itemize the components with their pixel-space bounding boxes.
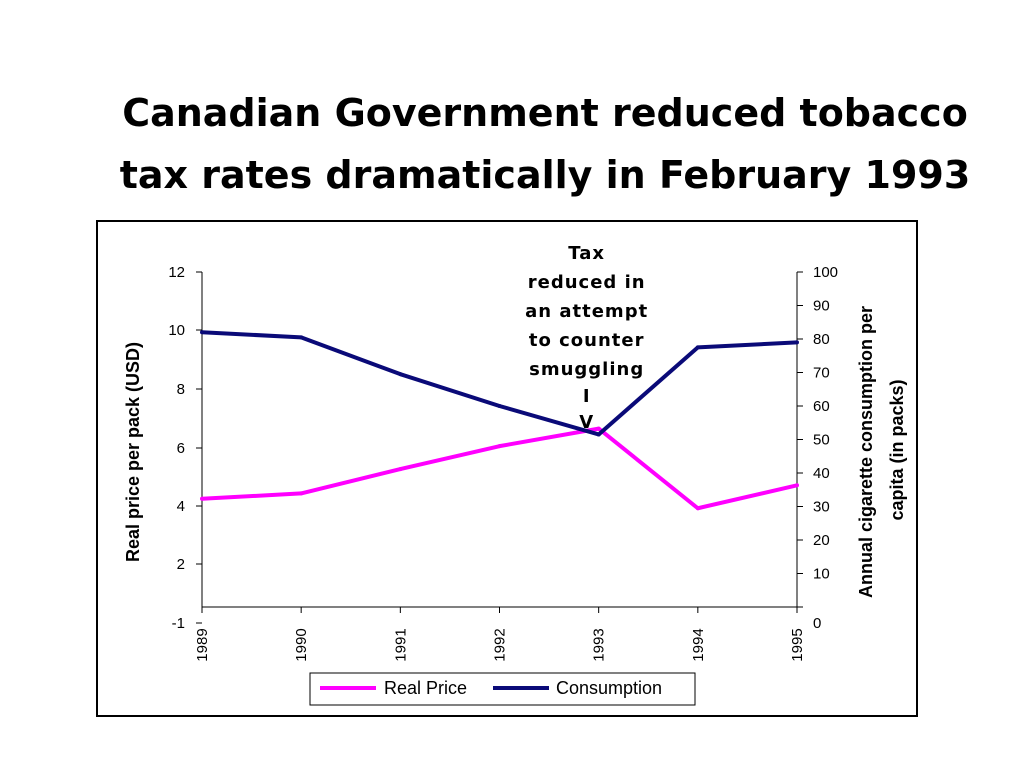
annotation-line: V xyxy=(579,412,594,433)
y-left-tick-label: 12 xyxy=(168,264,185,281)
data-point-consumption xyxy=(497,404,502,408)
annotation-line: Tax xyxy=(568,243,605,264)
x-tick-label: 1991 xyxy=(392,628,409,661)
slide-title-line-2: tax rates dramatically in February 1993 xyxy=(119,153,971,197)
data-point-consumption xyxy=(299,335,304,340)
y-right-tick-label: 30 xyxy=(813,499,830,516)
x-tick-label: 1994 xyxy=(690,628,707,661)
y-right-tick-label: 100 xyxy=(813,264,838,281)
data-point-real-price xyxy=(299,491,304,496)
y-left-tick-label: 2 xyxy=(177,556,185,573)
x-tick-label: 1990 xyxy=(293,628,310,661)
y-right-tick-label: 60 xyxy=(813,398,830,415)
x-tick-label: 1995 xyxy=(789,628,806,661)
data-point-real-price xyxy=(795,483,799,488)
y-left-tick-label: 6 xyxy=(177,440,185,457)
data-point-consumption xyxy=(200,330,204,335)
y-right-tick-label: 80 xyxy=(813,331,830,348)
annotation-line: smuggling xyxy=(529,359,644,380)
y-right-axis-title-line-1: Annual cigarette consumption per xyxy=(856,306,876,598)
data-point-real-price xyxy=(596,426,601,431)
data-point-real-price xyxy=(200,496,204,501)
chart-axes: -1 2 4 6 8 10 12 Real price per pack (USD) 0 10 20… xyxy=(123,264,907,662)
chart-series xyxy=(200,330,799,511)
data-point-consumption xyxy=(596,432,601,437)
x-tick-label: 1992 xyxy=(492,628,509,661)
annotation-line: I xyxy=(583,386,591,407)
y-left-tick-label: -1 xyxy=(172,615,185,632)
y-right-axis-title-line-2: capita (in packs) xyxy=(887,379,907,520)
tax-annotation: Tax reduced in an attempt to counter smuggli… xyxy=(525,243,648,433)
y-left-axis-title: Real price per pack (USD) xyxy=(123,342,143,562)
data-point-real-price xyxy=(695,506,700,511)
annotation-line: reduced in xyxy=(528,272,646,293)
y-left-tick-label: 10 xyxy=(168,322,185,339)
y-right-tick-label: 90 xyxy=(813,298,830,315)
legend-label-consumption: Consumption xyxy=(556,678,662,698)
data-point-real-price xyxy=(497,444,502,449)
chart-legend: Real Price Consumption xyxy=(309,672,696,706)
y-right-tick-label: 10 xyxy=(813,566,830,583)
y-left-tick-label: 4 xyxy=(177,498,185,515)
legend-label-real-price: Real Price xyxy=(384,678,467,698)
x-tick-label: 1989 xyxy=(194,628,211,661)
annotation-line: to counter xyxy=(529,330,645,351)
y-right-tick-label: 40 xyxy=(813,465,830,482)
slide-title-line-1: Canadian Government reduced tobacco xyxy=(122,91,968,135)
chart-frame xyxy=(96,220,918,717)
y-left-tick-label: 8 xyxy=(177,381,185,398)
data-point-consumption xyxy=(398,372,403,377)
y-right-tick-label: 0 xyxy=(813,615,821,632)
slide-title: Canadian Government reduced tobacco tax … xyxy=(80,82,1010,206)
data-point-consumption xyxy=(795,340,799,345)
data-point-consumption xyxy=(695,345,700,350)
y-right-tick-label: 20 xyxy=(813,532,830,549)
y-right-tick-label: 70 xyxy=(813,365,830,382)
x-tick-label: 1993 xyxy=(591,628,608,661)
annotation-line: an attempt xyxy=(525,301,648,322)
data-point-real-price xyxy=(398,467,403,472)
y-right-tick-label: 50 xyxy=(813,432,830,449)
